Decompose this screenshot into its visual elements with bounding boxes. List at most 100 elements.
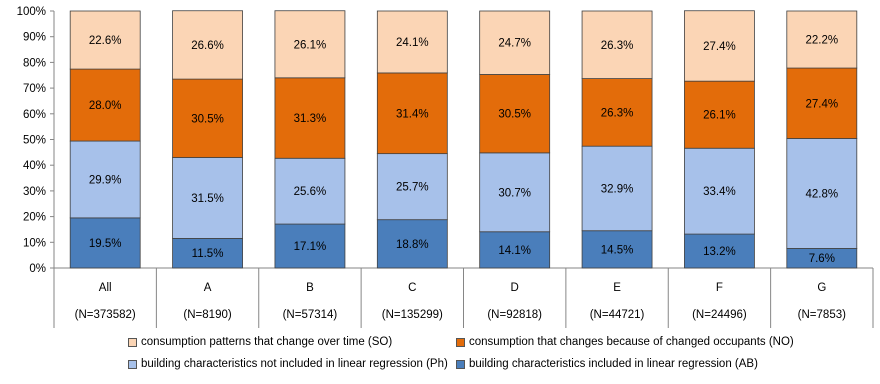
bar-segment [581,145,653,232]
bar-segment [69,217,141,269]
bar-segment [274,157,346,225]
x-tick-label: C [408,282,416,294]
data-label: 26.1% [294,39,327,51]
x-tick-sublabel: (N=8190) [183,309,231,321]
x-tick-label: All [99,282,112,294]
bar-segment [479,231,551,269]
bar-segment [274,77,346,159]
y-tick-label: 50% [23,135,46,147]
bar-segment [274,10,346,79]
data-label: 27.4% [806,98,839,110]
y-tick-label: 100% [17,6,46,18]
bar-segment [581,78,653,147]
data-label: 30.5% [498,109,531,121]
x-tick-label: E [613,282,621,294]
y-tick-label: 30% [23,186,46,198]
bar-segment [581,230,653,269]
bar-segment [786,10,858,69]
x-tick-sublabel: (N=57314) [283,309,338,321]
bar-segment [479,10,551,75]
data-label: 26.3% [601,107,634,119]
data-label: 22.2% [806,35,839,47]
bar-segment [69,10,141,70]
x-tick-sublabel: (N=7853) [798,309,846,321]
data-label: 11.5% [192,248,224,260]
legend-item: consumption patterns that change over ti… [128,336,392,348]
legend-swatch [128,359,137,369]
bar-segment [376,10,448,74]
legend-label: consumption that changes because of chan… [469,336,794,348]
bar-segment [172,238,243,269]
bar-segment [684,10,755,82]
data-label: 27.4% [703,41,736,53]
data-label: 26.1% [703,110,736,122]
bar-segment [684,147,755,235]
data-label: 17.1% [294,241,327,253]
bar-segment [786,138,858,249]
x-tick-sublabel: (N=24496) [692,309,747,321]
data-label: 18.8% [396,239,429,251]
data-label: 24.7% [498,38,531,50]
data-label: 19.5% [89,238,122,250]
x-tick-label: F [716,282,723,294]
data-label: 31.5% [191,193,224,205]
data-label: 33.4% [703,186,736,198]
x-tick-sublabel: (N=92818) [487,309,542,321]
data-label: 26.6% [191,40,224,52]
data-label: 28.0% [89,100,122,112]
data-label: 42.8% [806,188,839,200]
legend-label: building characteristics not included in… [141,358,448,370]
data-label: 30.5% [191,113,224,125]
x-tick-label: B [306,282,314,294]
data-label: 26.3% [601,40,634,52]
y-tick-label: 10% [23,237,46,249]
data-label: 24.1% [396,37,429,49]
x-tick-sublabel: (N=373582) [75,309,136,321]
legend-item: building characteristics included in lin… [456,358,758,370]
data-label: 30.7% [498,187,531,199]
data-label: 7.6% [809,253,835,265]
legend-item: consumption that changes because of chan… [456,336,794,348]
x-tick-label: G [817,282,826,294]
legend-swatch [128,337,137,347]
bar-segment [479,74,551,154]
bar-segment [172,78,243,158]
bar-segment [376,153,448,221]
data-label: 25.6% [294,186,327,198]
legend-item: building characteristics not included in… [128,358,448,370]
y-tick-label: 60% [23,109,46,121]
x-tick-sublabel: (N=44721) [590,309,645,321]
data-label: 31.4% [396,108,429,120]
bar-segment [172,10,243,80]
x-tick-sublabel: (N=135299) [382,309,443,321]
data-label: 14.1% [498,245,531,257]
bar-segment [684,233,755,269]
bar-segment [172,157,243,239]
x-tick-label: A [204,282,212,294]
data-label: 14.5% [601,244,634,256]
bar-segment [69,68,141,142]
bar-segment [376,72,448,155]
data-label: 31.3% [294,113,327,125]
data-label: 25.7% [396,182,429,194]
bar-segment [274,223,346,269]
data-label: 32.9% [601,183,634,195]
x-tick-label: D [511,282,519,294]
data-label: 29.9% [89,174,122,186]
bar-segment [69,140,141,219]
data-label: 22.6% [89,35,122,47]
y-tick-label: 0% [29,263,46,275]
y-tick-label: 20% [23,212,46,224]
bar-segment [479,152,551,233]
legend-label: consumption patterns that change over ti… [141,336,393,348]
y-tick-label: 70% [23,83,46,95]
y-tick-label: 40% [23,160,46,172]
legend-label: building characteristics included in lin… [469,358,758,370]
y-tick-label: 90% [23,32,46,44]
stacked-bar-chart: 0% 10% 20% 30% 40% 50% 60% 70% 80% 90% 100% 19.5% 29… [17,6,874,328]
data-label: 13.2% [703,246,736,258]
legend-swatch [456,359,465,369]
bar-segment [581,10,653,79]
bar-segment [376,219,448,269]
legend-swatch [456,337,465,347]
